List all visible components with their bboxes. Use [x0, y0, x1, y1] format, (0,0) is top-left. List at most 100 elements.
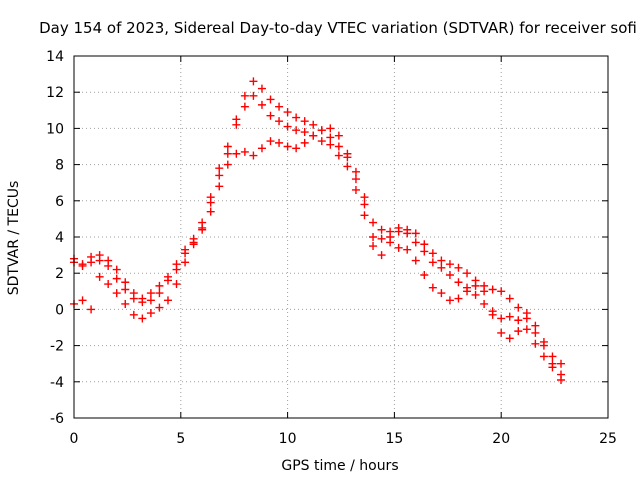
data-point	[155, 303, 164, 312]
data-point	[557, 375, 566, 384]
data-point	[163, 296, 172, 305]
x-tick-label: 25	[599, 431, 617, 447]
data-point	[275, 138, 284, 147]
data-point	[360, 193, 369, 202]
data-point	[112, 265, 121, 274]
data-point	[548, 359, 557, 368]
data-point	[351, 185, 360, 194]
data-point	[445, 271, 454, 280]
data-point	[343, 149, 352, 158]
data-point	[505, 294, 514, 303]
data-point	[249, 151, 258, 160]
data-point	[138, 298, 147, 307]
data-point	[87, 258, 96, 267]
data-point	[206, 207, 215, 216]
data-point	[369, 242, 378, 251]
data-series	[70, 77, 566, 384]
data-point	[522, 325, 531, 334]
data-point	[87, 305, 96, 314]
data-point	[377, 251, 386, 260]
data-point	[163, 276, 172, 285]
data-point	[189, 240, 198, 249]
data-point	[155, 289, 164, 298]
data-point	[471, 281, 480, 290]
data-point	[146, 296, 155, 305]
data-point	[428, 249, 437, 258]
data-point	[232, 149, 241, 158]
data-point	[505, 312, 514, 321]
data-point	[334, 151, 343, 160]
y-tick-label: 10	[46, 121, 64, 137]
data-point	[420, 271, 429, 280]
y-tick-label: 12	[46, 85, 64, 101]
data-point	[266, 137, 275, 146]
data-point	[129, 310, 138, 319]
data-point	[198, 225, 207, 234]
data-point	[369, 233, 378, 241]
data-point	[497, 314, 506, 323]
data-point	[411, 256, 420, 265]
data-point	[172, 280, 181, 289]
data-point	[181, 249, 190, 258]
x-tick-label: 0	[70, 431, 79, 447]
data-point	[275, 117, 284, 126]
data-point	[104, 280, 113, 289]
data-point	[300, 128, 309, 137]
y-axis-label: SDTVAR / TECUs	[6, 181, 22, 296]
data-point	[480, 299, 489, 308]
data-point	[266, 111, 275, 120]
data-point	[403, 245, 412, 254]
data-point	[454, 278, 463, 287]
data-point	[223, 149, 232, 158]
x-tick-label: 20	[492, 431, 510, 447]
x-tick-label: 5	[176, 431, 185, 447]
data-point	[138, 314, 147, 323]
data-point	[121, 299, 130, 308]
data-point	[505, 334, 514, 343]
data-point	[377, 225, 386, 234]
y-tick-label: 2	[55, 266, 64, 282]
data-point	[497, 328, 506, 337]
data-point	[514, 316, 523, 325]
data-point	[155, 281, 164, 290]
gridlines	[74, 56, 608, 418]
y-tick-label: 6	[55, 194, 64, 210]
data-point	[257, 100, 266, 109]
data-point	[223, 142, 232, 151]
data-point	[548, 352, 557, 361]
y-tick-label: 0	[55, 302, 64, 318]
data-point	[437, 263, 446, 272]
data-point	[78, 261, 87, 270]
data-point	[240, 102, 249, 111]
data-point	[445, 296, 454, 305]
data-point	[215, 164, 224, 173]
data-point	[300, 117, 309, 126]
data-point	[514, 303, 523, 312]
data-point	[317, 126, 326, 135]
data-point	[463, 287, 472, 296]
data-point	[369, 218, 378, 227]
data-point	[95, 256, 104, 265]
data-point	[172, 265, 181, 274]
data-point	[292, 113, 301, 122]
data-point	[334, 142, 343, 151]
x-axis-ticks: 0 5 10 15 20 25	[70, 56, 617, 447]
data-point	[411, 229, 420, 238]
data-point	[420, 247, 429, 256]
data-point	[394, 243, 403, 252]
data-point	[531, 339, 540, 348]
data-point	[215, 171, 224, 180]
data-point	[360, 200, 369, 209]
data-point	[257, 84, 266, 93]
data-point	[437, 289, 446, 298]
data-point	[557, 359, 566, 368]
data-point	[351, 167, 360, 176]
y-tick-label: 4	[55, 230, 64, 246]
series-track-1	[70, 77, 566, 368]
data-point	[326, 133, 335, 142]
data-point	[146, 289, 155, 298]
data-point	[488, 285, 497, 294]
data-point	[351, 175, 360, 184]
y-tick-label: -4	[50, 375, 64, 391]
